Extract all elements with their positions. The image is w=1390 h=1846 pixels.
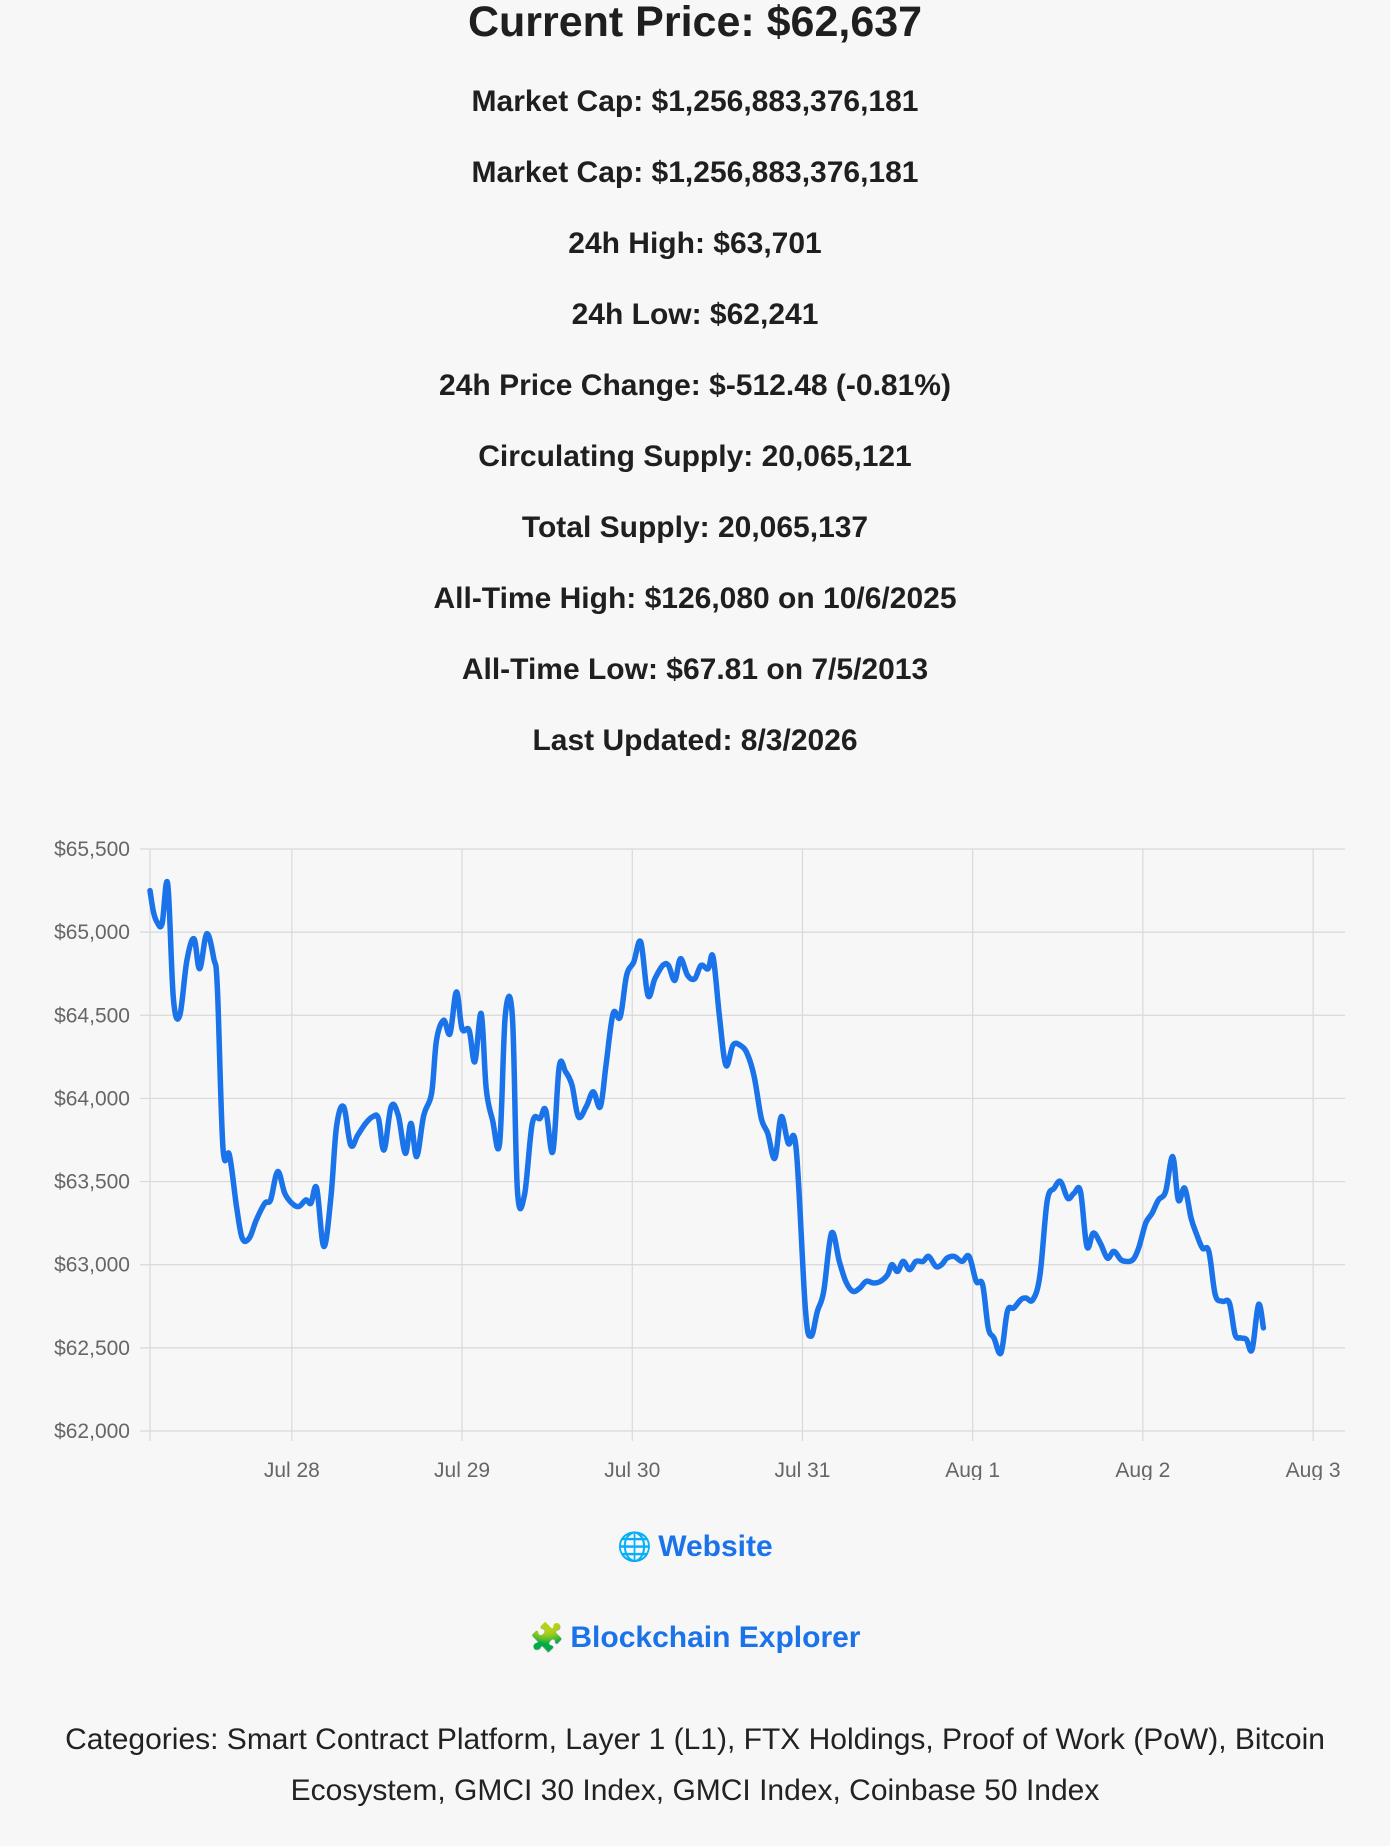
stat-market-cap-duplicate: Market Cap: $1,256,883,376,181 [471,156,919,189]
chart-grid [140,848,1345,1441]
blockchain-explorer-link-label: Blockchain Explorer [570,1621,861,1654]
y-tick-label: $63,000 [54,1254,130,1277]
x-tick-label: Jul 31 [774,1459,830,1480]
stat-circulating-supply: Circulating Supply: 20,065,121 [478,440,912,473]
x-tick-label: Aug 1 [945,1459,1000,1480]
stat-last-updated: Last Updated: 8/3/2026 [532,724,858,757]
stat-market-cap: Market Cap: $1,256,883,376,181 [471,85,919,118]
x-tick-label: Aug 3 [1286,1459,1341,1480]
globe-icon: 🌐 [617,1531,653,1562]
stat-total-supply: Total Supply: 20,065,137 [521,511,869,544]
chart-series [147,878,1267,1357]
blockchain-explorer-link[interactable]: 🧩 Blockchain Explorer [0,1621,1390,1655]
price-series-line [147,878,1267,1357]
categories-text: Categories: Smart Contract Platform, Lay… [65,1723,1325,1807]
current-price-heading: Current Price: $62,637 [467,0,923,46]
website-link-label: Website [658,1530,773,1563]
stat-all-time-high: All-Time High: $126,080 on 10/6/2025 [433,582,957,615]
x-tick-label: Jul 28 [264,1459,320,1480]
y-tick-label: $64,000 [54,1087,130,1110]
x-tick-label: Jul 29 [434,1459,490,1480]
puzzle-icon: 🧩 [529,1622,565,1653]
x-tick-label: Aug 2 [1115,1459,1170,1480]
y-tick-label: $65,000 [54,921,130,944]
x-tick-label: Jul 30 [604,1459,660,1480]
y-tick-label: $64,500 [54,1004,130,1027]
stat-24h-low: 24h Low: $62,241 [571,298,819,331]
y-tick-label: $62,500 [54,1337,130,1360]
price-line-chart: $62,000 $62,500 $63,000 $63,500 $64,000 $64,5… [54,838,1345,1480]
stat-24h-high: 24h High: $63,701 [568,227,822,260]
y-tick-label: $63,500 [54,1171,130,1194]
website-link[interactable]: 🌐 Website [0,1530,1390,1564]
y-tick-label: $65,500 [54,838,130,861]
chart-axes: $62,000 $62,500 $63,000 $63,500 $64,000 $64,5… [54,838,1340,1480]
stat-all-time-low: All-Time Low: $67.81 on 7/5/2013 [461,653,929,686]
y-tick-label: $62,000 [54,1420,130,1443]
stat-24h-price-change: 24h Price Change: $-512.48 (-0.81%) [439,369,951,402]
coin-stats: Market Cap: $1,256,883,376,181 Market Ca… [0,80,1390,790]
